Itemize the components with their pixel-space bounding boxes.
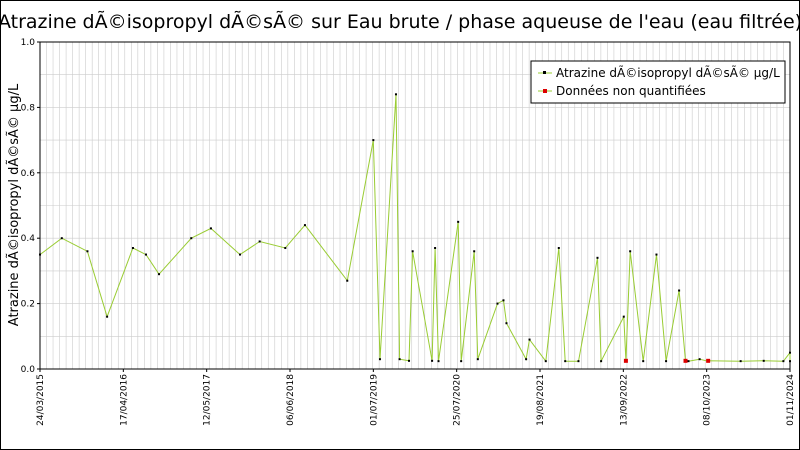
chart-title: Atrazine dÃ©isopropyl dÃ©sÃ© sur Eau bru… xyxy=(0,10,800,33)
non-quantified-point xyxy=(623,358,628,363)
y-tick-label: 0.0 xyxy=(21,365,36,375)
data-point xyxy=(596,256,599,259)
data-point xyxy=(544,360,547,363)
x-tick-label: 06/06/2018 xyxy=(286,374,296,426)
x-tick-label: 17/04/2016 xyxy=(119,374,129,426)
data-point xyxy=(378,358,381,361)
data-point xyxy=(564,360,567,363)
data-point xyxy=(39,253,41,256)
data-point xyxy=(460,360,463,363)
data-point xyxy=(434,247,437,250)
legend-box xyxy=(530,60,786,104)
y-tick-label: 0.4 xyxy=(21,234,36,244)
non-quantified-point xyxy=(706,358,711,363)
data-point xyxy=(239,253,241,256)
data-point xyxy=(698,358,701,361)
data-point xyxy=(505,322,508,325)
data-point xyxy=(789,360,791,363)
data-point xyxy=(496,302,499,305)
data-point xyxy=(502,299,505,302)
non-quantified-points xyxy=(623,358,711,363)
data-point xyxy=(106,315,109,318)
y-tick-label: 0.2 xyxy=(21,300,35,310)
data-point xyxy=(408,359,411,362)
data-point xyxy=(303,224,306,227)
y-axis-label: Atrazine dÃ©isopropyl dÃ©sÃ© µg/L xyxy=(6,83,22,326)
data-point xyxy=(258,240,261,243)
data-point xyxy=(394,93,397,96)
plot-area xyxy=(39,41,791,370)
data-point xyxy=(678,289,681,292)
data-point xyxy=(557,247,560,250)
y-tick-label: 0.8 xyxy=(21,103,36,113)
x-tick-label: 13/09/2022 xyxy=(619,374,629,426)
data-point xyxy=(473,250,476,253)
data-point xyxy=(629,250,632,253)
data-point xyxy=(665,360,668,363)
data-point xyxy=(411,250,414,253)
data-point xyxy=(782,360,785,363)
y-axis: 0.0 0.2 0.4 0.6 0.8 1.0 xyxy=(21,38,40,375)
data-point xyxy=(528,338,531,341)
y-tick-label: 1.0 xyxy=(21,38,36,48)
chart-grid xyxy=(40,42,790,369)
x-tick-label: 12/05/2017 xyxy=(203,374,213,426)
data-point xyxy=(437,360,440,363)
data-point xyxy=(158,273,161,276)
x-axis: 24/03/2015 17/04/2016 12/05/2017 06/06/2018… xyxy=(36,369,796,426)
legend-label-1: Atrazine dÃ©isopropyl dÃ©sÃ© µg/L xyxy=(556,65,780,80)
x-tick-label: 19/08/2021 xyxy=(536,374,546,426)
x-tick-label: 25/07/2020 xyxy=(453,374,463,426)
data-point xyxy=(739,360,742,363)
series-points xyxy=(39,93,791,363)
legend-marker-1 xyxy=(543,71,546,74)
data-point xyxy=(372,139,375,142)
data-point xyxy=(687,360,690,363)
data-point xyxy=(622,315,625,318)
legend-label-2: Données non quantifiées xyxy=(556,84,706,98)
x-tick-label: 01/11/2024 xyxy=(786,374,796,426)
series-line xyxy=(39,94,791,364)
x-tick-label: 24/03/2015 xyxy=(36,374,46,426)
series-polyline xyxy=(39,94,791,364)
data-point xyxy=(642,360,645,363)
data-point xyxy=(209,227,212,230)
legend-marker-2 xyxy=(543,89,547,93)
data-point xyxy=(762,359,765,362)
data-point xyxy=(284,247,287,250)
data-point xyxy=(789,351,791,354)
data-point xyxy=(144,253,147,256)
y-tick-label: 0.6 xyxy=(21,169,36,179)
data-point xyxy=(457,220,460,223)
non-quantified-point xyxy=(683,358,688,363)
data-point xyxy=(655,253,658,256)
data-point xyxy=(600,360,603,363)
data-point xyxy=(431,359,434,362)
data-point xyxy=(346,279,349,282)
x-tick-label: 08/10/2023 xyxy=(703,374,713,426)
data-point xyxy=(190,237,193,240)
legend: Atrazine dÃ©isopropyl dÃ©sÃ© µg/L Donnée… xyxy=(530,60,786,104)
data-point xyxy=(476,358,479,361)
data-point xyxy=(525,358,528,361)
data-point xyxy=(398,358,401,361)
x-tick-label: 01/07/2019 xyxy=(369,374,379,426)
data-point xyxy=(577,360,580,363)
data-point xyxy=(86,250,89,253)
data-point xyxy=(60,237,63,240)
data-point xyxy=(131,247,134,250)
